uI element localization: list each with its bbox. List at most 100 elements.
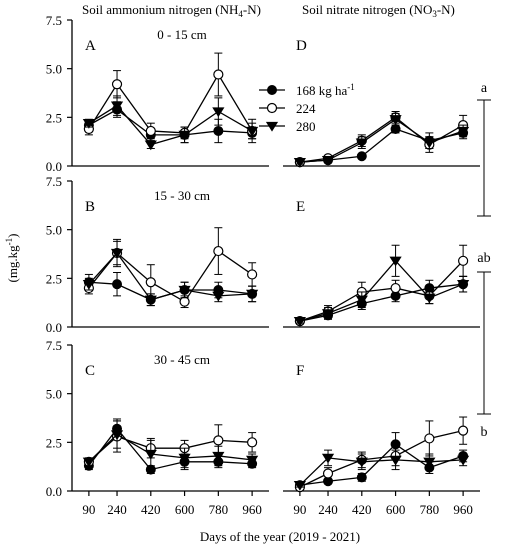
series-line bbox=[299, 430, 464, 488]
data-point bbox=[457, 126, 470, 137]
series-line bbox=[88, 433, 253, 463]
data-point bbox=[144, 140, 157, 151]
data-point bbox=[356, 472, 367, 483]
data-point bbox=[390, 282, 401, 294]
significance-label: a bbox=[481, 81, 488, 96]
series-line bbox=[299, 118, 464, 163]
x-tick-label: 420 bbox=[352, 502, 372, 517]
data-point bbox=[112, 279, 123, 290]
x-tick-label: 420 bbox=[141, 502, 161, 517]
column-title-ammonium: Soil ammonium nitrogen (NH4-N) bbox=[82, 2, 261, 19]
data-point bbox=[110, 430, 124, 441]
data-point bbox=[293, 481, 306, 491]
data-point bbox=[355, 138, 368, 149]
data-point bbox=[82, 119, 95, 129]
x-axis-label: Days of the year (2019 - 2021) bbox=[200, 529, 360, 544]
text-layer: A 0 - 15 cm D B 15 - 30 cm E C 30 - 45 cm F Soil … bbox=[4, 2, 455, 544]
data-point bbox=[423, 293, 436, 304]
panel-letter: D bbox=[296, 38, 307, 54]
data-point bbox=[111, 79, 123, 90]
x-tick-label: 600 bbox=[386, 502, 406, 517]
data-point bbox=[246, 126, 259, 137]
series-line bbox=[299, 259, 464, 322]
data-point bbox=[458, 255, 469, 266]
series-line bbox=[88, 104, 253, 146]
data-point bbox=[423, 457, 436, 468]
data-point bbox=[321, 156, 335, 166]
series-layer bbox=[82, 52, 470, 493]
x-tick-label: 960 bbox=[453, 502, 473, 517]
data-point bbox=[178, 130, 191, 141]
y-tick-label: 2.5 bbox=[46, 271, 62, 286]
axes-layer: 0.02.55.07.50.02.55.07.50.02.55.07.590 24… bbox=[46, 13, 480, 517]
data-point bbox=[293, 157, 306, 168]
legend: 168 kg ha-1 224 280 bbox=[259, 82, 355, 134]
y-tick-label: 5.0 bbox=[46, 223, 62, 238]
x-tick-label: 780 bbox=[420, 502, 440, 517]
data-point bbox=[212, 107, 225, 118]
data-point bbox=[82, 457, 95, 468]
data-point bbox=[321, 453, 335, 464]
x-tick-label: 960 bbox=[242, 502, 262, 517]
column-title-nitrate: Soil nitrate nitrogen (NO3-N) bbox=[302, 2, 455, 19]
data-point bbox=[178, 285, 191, 296]
y-tick-label: 7.5 bbox=[46, 338, 62, 353]
y-tick-label: 2.5 bbox=[46, 435, 62, 450]
series-line bbox=[299, 457, 464, 486]
data-point bbox=[355, 295, 368, 306]
data-point bbox=[389, 115, 402, 125]
x-tick-label: 90 bbox=[82, 502, 95, 517]
data-point bbox=[356, 151, 367, 162]
significance-label: ab bbox=[477, 251, 490, 266]
y-tick-label: 7.5 bbox=[46, 174, 62, 189]
panel-depth-label: 0 - 15 cm bbox=[157, 27, 206, 42]
data-point bbox=[178, 453, 191, 464]
panel-letter: F bbox=[296, 363, 304, 379]
x-tick-label: 90 bbox=[293, 502, 306, 517]
legend-marker bbox=[267, 85, 277, 95]
x-tick-label: 240 bbox=[107, 502, 127, 517]
y-tick-label: 0.0 bbox=[46, 320, 62, 335]
y-axis-label: (mg.kg-1) bbox=[4, 233, 20, 282]
x-tick-label: 600 bbox=[175, 502, 195, 517]
data-point bbox=[423, 138, 436, 149]
legend-marker bbox=[265, 121, 279, 132]
y-tick-label: 5.0 bbox=[46, 387, 62, 402]
data-point bbox=[247, 437, 258, 448]
legend-label: 280 bbox=[296, 119, 316, 134]
y-tick-label: 0.0 bbox=[46, 484, 62, 499]
panel-letter: B bbox=[85, 199, 95, 215]
data-point bbox=[145, 125, 156, 137]
data-point bbox=[247, 269, 258, 280]
x-tick-label: 780 bbox=[209, 502, 229, 517]
data-point bbox=[213, 245, 224, 257]
data-point bbox=[110, 248, 124, 259]
data-point bbox=[293, 317, 306, 327]
series-line bbox=[88, 108, 253, 136]
data-point bbox=[144, 449, 157, 460]
data-point bbox=[213, 69, 224, 80]
data-point bbox=[322, 468, 334, 479]
panel-letter: C bbox=[85, 363, 95, 379]
data-point bbox=[321, 309, 335, 319]
legend-marker bbox=[266, 102, 278, 114]
legend-label: 168 kg ha-1 bbox=[296, 82, 355, 98]
data-point bbox=[145, 277, 156, 288]
data-point bbox=[457, 455, 470, 466]
series-line bbox=[88, 251, 253, 301]
data-point bbox=[212, 451, 225, 462]
data-point bbox=[212, 291, 225, 302]
data-point bbox=[179, 296, 190, 307]
y-tick-label: 2.5 bbox=[46, 110, 62, 125]
data-point bbox=[213, 125, 224, 136]
data-point bbox=[355, 457, 368, 468]
series-line bbox=[88, 73, 253, 134]
data-point bbox=[389, 455, 402, 466]
data-point bbox=[213, 435, 224, 446]
series-line bbox=[88, 435, 253, 463]
data-point bbox=[390, 124, 401, 135]
y-tick-label: 5.0 bbox=[46, 62, 62, 77]
data-point bbox=[389, 256, 402, 267]
data-point bbox=[457, 280, 470, 290]
